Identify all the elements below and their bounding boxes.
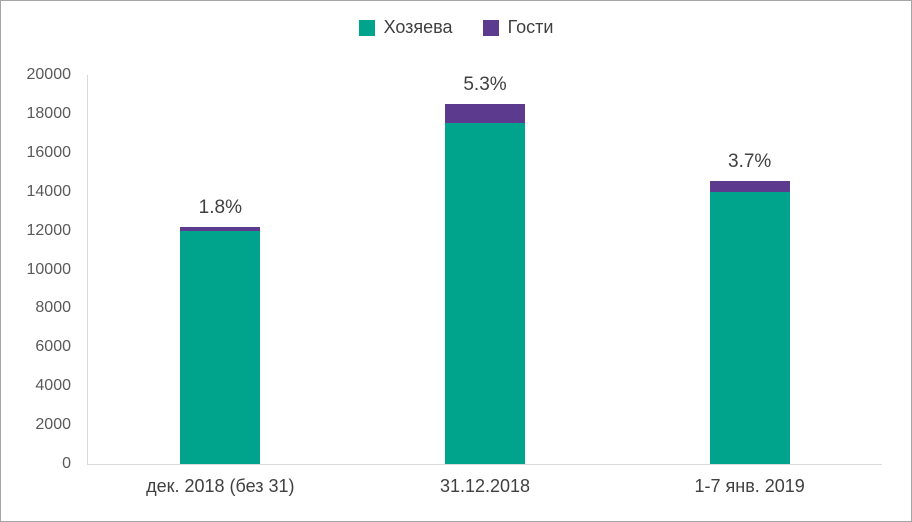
bar-group: 3.7% [709,152,790,464]
bar-total-label: 5.3% [463,74,507,96]
y-tick-label: 8000 [35,299,71,317]
y-tick-label: 12000 [26,221,72,239]
bar-group: 1.8% [180,198,261,464]
bar-total-label: 3.7% [728,151,772,173]
y-tick-label: 20000 [26,66,72,83]
bar-total-label: 1.8% [198,196,242,218]
bar-segment-hosts [180,230,261,464]
y-tick-label: 16000 [26,143,72,161]
y-tick-label: 6000 [35,338,71,356]
y-tick-label: 18000 [26,104,72,122]
bar-stack [180,226,261,464]
bar-stack [445,104,525,464]
legend-swatch-hosts-icon [358,19,375,36]
legend-swatch-guests-icon [482,19,499,36]
bar-segment-guests [180,226,261,231]
legend-label-hosts: Хозяева [383,17,453,37]
bar-stack [709,181,790,464]
bar-segment-guests [709,181,790,192]
legend-item-hosts: Хозяева [358,17,453,38]
bar-group: 5.3% [445,75,525,464]
y-tick-label: 4000 [35,377,71,395]
x-axis-category-label: дек. 2018 (без 31) [146,476,295,496]
bar-segment-hosts [445,123,525,464]
x-axis-category-label: 1-7 янв. 2019 [694,476,805,496]
bar-segment-guests [445,104,525,124]
y-tick-label: 14000 [26,182,72,200]
legend: Хозяева Гости [1,17,911,38]
y-tick-label: 2000 [35,416,71,434]
y-tick-label: 0 [62,455,71,472]
plot-area: 1.8% дек. 2018 (без 31) 5.3% 31.12.2018 3.7%… [87,75,882,496]
y-tick-label: 10000 [26,260,72,278]
legend-item-guests: Гости [482,17,554,38]
x-axis-category-label: 31.12.2018 [439,476,531,496]
legend-label-guests: Гости [507,17,554,37]
bar-segment-hosts [709,191,790,464]
y-axis: 0 2000 4000 6000 8000 10000 12000 14000 16000 180… [1,67,77,472]
